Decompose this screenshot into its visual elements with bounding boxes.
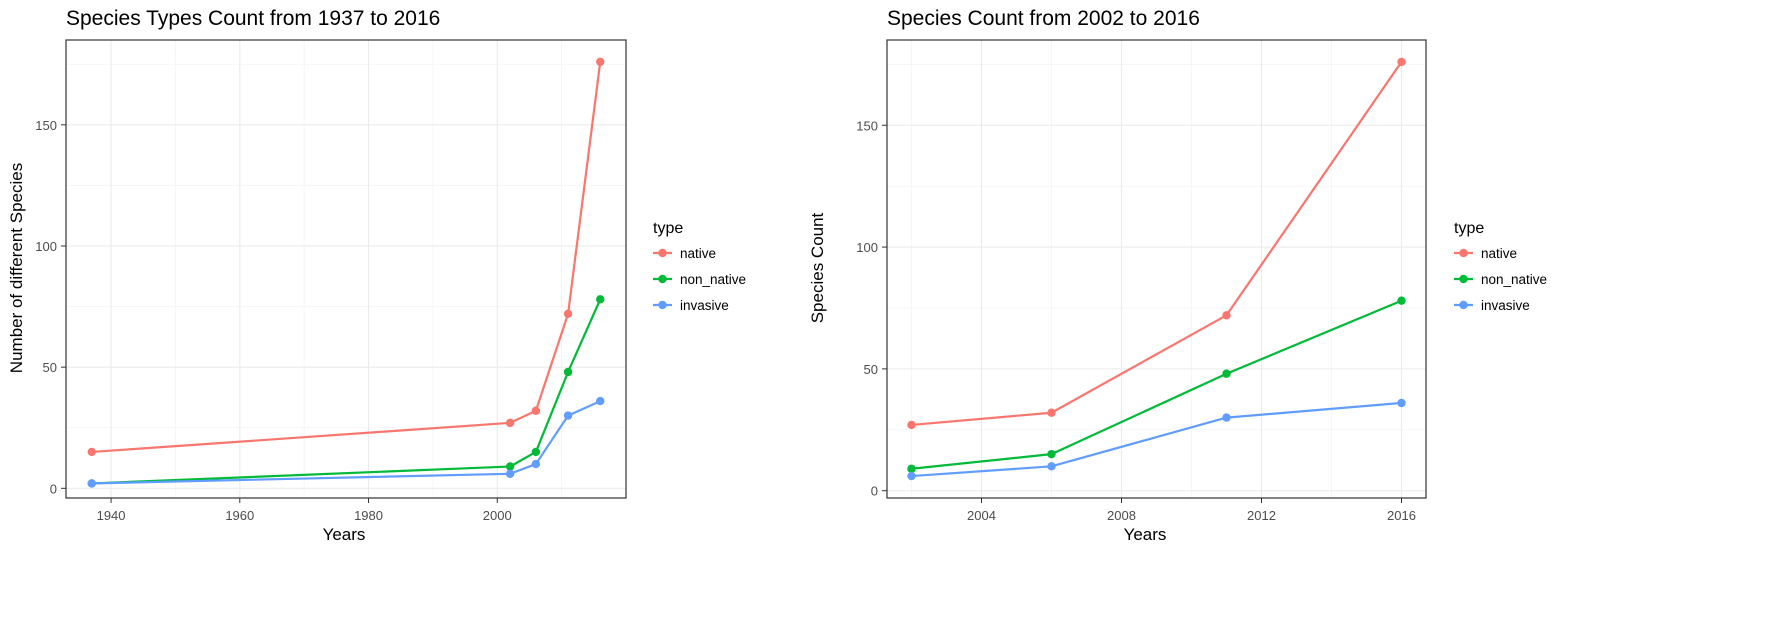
data-point-native [87, 447, 96, 457]
x-axis-title: Years [1124, 525, 1167, 544]
y-tick-label: 100 [856, 240, 878, 255]
x-tick-label: 1960 [225, 508, 254, 523]
chart-left: Species Types Count from 1937 to 2016 19… [7, 7, 746, 544]
y-tick-label: 100 [35, 239, 57, 254]
data-point-invasive [505, 469, 515, 478]
panel-border [886, 39, 1427, 499]
data-point-invasive [531, 459, 541, 469]
x-tick-label: 2016 [1387, 508, 1416, 523]
data-point-non_native [1397, 296, 1406, 305]
data-point-invasive [907, 471, 916, 481]
chart-panel-left: Species Types Count from 1937 to 2016 19… [0, 0, 888, 621]
legend-key-point [1459, 300, 1468, 310]
series-line-non_native [91, 298, 602, 485]
legend-key-point [1459, 274, 1468, 284]
data-point-non_native [563, 367, 573, 377]
data-point-invasive [563, 411, 573, 420]
chart-title: Species Types Count from 1937 to 2016 [66, 7, 440, 30]
series-line-native [91, 61, 602, 454]
x-tick-label: 2000 [483, 508, 512, 523]
data-point-non_native [1222, 369, 1231, 378]
panel-border [65, 39, 627, 499]
series-line-native [911, 61, 1403, 427]
x-tick-label: 2012 [1247, 508, 1276, 523]
data-point-non_native [1047, 449, 1056, 459]
series-line-invasive [911, 401, 1402, 478]
plot-area: 1940 1960 1980 2000 0 50 100 150 [35, 39, 627, 523]
data-point-invasive [596, 396, 605, 406]
y-tick-label: 50 [43, 360, 57, 375]
legend-key-point [1459, 248, 1468, 258]
y-tick-label: 150 [856, 118, 878, 133]
legend-label-non_native: non_native [680, 272, 746, 287]
legend-key-point [658, 274, 667, 284]
chart-panel-right: Species Count from 2002 to 2016 2004 2008… [808, 0, 1776, 621]
x-tick-label: 1940 [97, 508, 126, 523]
data-point-non_native [596, 295, 605, 304]
data-point-native [1047, 408, 1056, 417]
legend-label-non_native: non_native [1481, 272, 1547, 287]
data-point-invasive [1222, 413, 1231, 422]
data-point-native [563, 309, 573, 319]
legend: native non_native invasive [1454, 246, 1547, 313]
y-tick-label: 0 [871, 484, 878, 499]
legend-label-native: native [680, 246, 716, 261]
series-line-non_native [911, 299, 1402, 470]
plot-area: 2004 2008 2012 2016 0 50 100 150 [856, 39, 1427, 523]
x-tick-label: 2004 [967, 508, 996, 523]
legend-label-invasive: invasive [1481, 298, 1530, 313]
data-point-non_native [531, 447, 541, 457]
x-axis-title: Years [323, 525, 366, 544]
x-tick-label: 1980 [354, 508, 383, 523]
legend-key-point [658, 248, 667, 258]
data-point-non_native [505, 462, 515, 471]
y-axis-title: Species Count [808, 212, 827, 323]
data-point-native [907, 420, 916, 430]
data-point-invasive [1397, 398, 1406, 408]
legend-label-invasive: invasive [680, 298, 729, 313]
data-point-native [596, 57, 605, 67]
data-point-native [505, 418, 515, 428]
legend: native non_native invasive [653, 246, 746, 313]
data-point-native [1222, 311, 1231, 320]
data-point-non_native [907, 464, 916, 473]
legend-label-native: native [1481, 246, 1517, 261]
y-tick-label: 0 [50, 481, 57, 496]
chart-right: Species Count from 2002 to 2016 2004 2008… [808, 7, 1547, 544]
x-tick-label: 2008 [1107, 508, 1136, 523]
data-point-native [531, 406, 541, 415]
series-line-invasive [91, 400, 601, 485]
y-axis-title: Number of different Species [7, 163, 26, 373]
y-tick-label: 50 [864, 362, 878, 377]
data-point-native [1397, 57, 1406, 67]
y-tick-label: 150 [35, 118, 57, 133]
legend-key-point [658, 300, 667, 310]
chart-title: Species Count from 2002 to 2016 [887, 7, 1200, 30]
data-point-invasive [87, 479, 96, 488]
legend-title: type [1454, 220, 1484, 237]
legend-title: type [653, 220, 683, 237]
data-point-invasive [1047, 462, 1056, 471]
